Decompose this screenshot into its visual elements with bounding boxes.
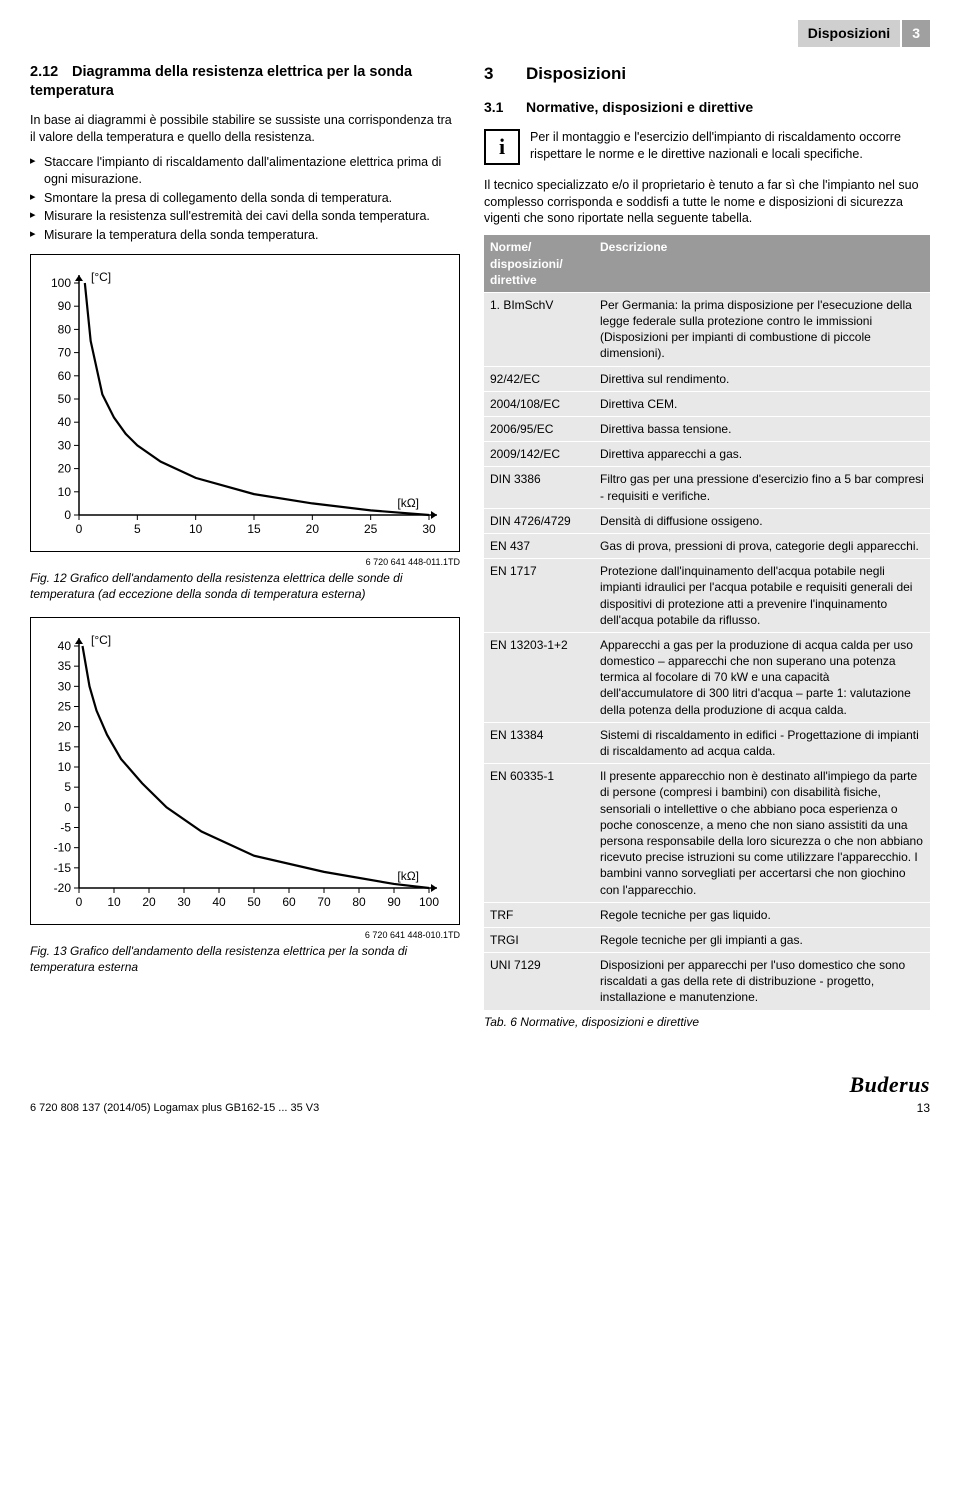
bullet-list: Staccare l'impianto di riscaldamento dal… [30,154,460,244]
footer-logo: Buderus [849,1070,930,1100]
footer-left: 6 720 808 137 (2014/05) Logamax plus GB1… [30,1101,319,1116]
svg-text:[°C]: [°C] [91,270,111,284]
footer-page: 13 [849,1100,930,1116]
info-box: i Per il montaggio e l'esercizio dell'im… [484,129,930,165]
chart-1: 0 5 10 15 20 25 30 0 10 20 30 40 50 60 70 80 90 100 [°C] [k… [30,254,460,552]
section-heading: 2.12Diagramma della resistenza elettrica… [30,63,460,102]
svg-text:-15: -15 [54,860,72,874]
bullet-item: Misurare la temperatura della sonda temp… [30,227,460,244]
svg-text:0: 0 [76,895,83,909]
svg-text:30: 30 [177,895,191,909]
table-caption: Tab. 6 Normative, disposizioni e diretti… [484,1014,930,1030]
intro-para: In base ai diagrammi è possibile stabili… [30,112,460,146]
svg-text:0: 0 [76,522,83,536]
table-row: EN 1717Protezione dall'inquinamento dell… [484,559,930,633]
svg-text:30: 30 [58,439,72,453]
svg-text:5: 5 [134,522,141,536]
info-text: Per il montaggio e l'esercizio dell'impi… [530,129,930,163]
svg-text:10: 10 [58,760,72,774]
section-title: Diagramma della resistenza elettrica per… [30,64,412,100]
table-row: TRGIRegole tecniche per gli impianti a g… [484,927,930,952]
svg-text:40: 40 [58,639,72,653]
page-footer: 6 720 808 137 (2014/05) Logamax plus GB1… [30,1070,930,1116]
table-row: 92/42/ECDirettiva sul rendimento. [484,366,930,391]
svg-text:[kΩ]: [kΩ] [397,869,419,883]
section-num: 2.12 [30,63,72,83]
svg-text:[kΩ]: [kΩ] [397,496,419,510]
svg-text:90: 90 [58,299,72,313]
bullet-item: Smontare la presa di collegamento della … [30,190,460,207]
svg-text:70: 70 [58,346,72,360]
svg-text:15: 15 [58,739,72,753]
table-row: 1. BImSchVPer Germania: la prima disposi… [484,292,930,366]
left-column: 2.12Diagramma della resistenza elettrica… [30,63,460,1030]
svg-text:10: 10 [107,895,121,909]
svg-text:20: 20 [142,895,156,909]
svg-text:35: 35 [58,659,72,673]
table-row: TRFRegole tecniche per gas liquido. [484,902,930,927]
svg-text:-10: -10 [54,840,72,854]
bullet-item: Staccare l'impianto di riscaldamento dal… [30,154,460,188]
svg-text:70: 70 [317,895,331,909]
table-row: DIN 4726/4729Densità di diffusione ossig… [484,508,930,533]
para-2: Il tecnico specializzato e/o il propriet… [484,177,930,228]
svg-text:60: 60 [58,369,72,383]
page-header: Disposizioni 3 [30,20,930,47]
svg-text:100: 100 [51,276,71,290]
table-row: EN 437Gas di prova, pressioni di prova, … [484,533,930,558]
chart-2-ref: 6 720 641 448-010.1TD [30,929,460,941]
main-heading: 3Disposizioni [484,63,930,86]
sub-heading: 3.1Normative, disposizioni e direttive [484,98,930,117]
svg-text:25: 25 [364,522,378,536]
svg-text:80: 80 [352,895,366,909]
svg-text:5: 5 [64,780,71,794]
svg-text:20: 20 [58,462,72,476]
chart-2-svg: 0 10 20 30 40 50 60 70 80 90 100 -20 -15 -10 -5 0 5 10 15 2… [39,626,449,916]
chart-1-caption: Fig. 12 Grafico dell'andamento della res… [30,570,460,602]
chart-2: 0 10 20 30 40 50 60 70 80 90 100 -20 -15 -10 -5 0 5 10 15 2… [30,617,460,925]
svg-text:80: 80 [58,323,72,337]
table-row: 2009/142/ECDirettiva apparecchi a gas. [484,442,930,467]
right-column: 3Disposizioni 3.1Normative, disposizioni… [484,63,930,1030]
svg-text:20: 20 [306,522,320,536]
table-row: UNI 7129Disposizioni per apparecchi per … [484,953,930,1010]
svg-text:50: 50 [247,895,261,909]
th-2: Descrizione [594,235,930,292]
svg-text:40: 40 [212,895,226,909]
table-row: EN 13384Sistemi di riscaldamento in edif… [484,722,930,763]
svg-text:40: 40 [58,415,72,429]
bullet-item: Misurare la resistenza sull'estremità de… [30,208,460,225]
svg-text:25: 25 [58,699,72,713]
svg-text:30: 30 [422,522,436,536]
table-row: EN 60335-1Il presente apparecchio non è … [484,764,930,903]
header-page-badge: 3 [902,20,930,47]
svg-text:0: 0 [64,508,71,522]
svg-text:10: 10 [58,485,72,499]
svg-text:90: 90 [387,895,401,909]
svg-text:[°C]: [°C] [91,633,111,647]
info-icon: i [484,129,520,165]
table-row: DIN 3386Filtro gas per una pressione d'e… [484,467,930,508]
th-1: Norme/disposizioni/direttive [484,235,594,292]
svg-text:10: 10 [189,522,203,536]
table-row: 2004/108/ECDirettiva CEM. [484,391,930,416]
svg-text:-5: -5 [60,820,71,834]
header-title: Disposizioni [798,20,900,47]
svg-text:0: 0 [64,800,71,814]
svg-text:-20: -20 [54,881,72,895]
svg-text:15: 15 [247,522,261,536]
svg-text:50: 50 [58,392,72,406]
svg-text:100: 100 [419,895,439,909]
chart-1-svg: 0 5 10 15 20 25 30 0 10 20 30 40 50 60 70 80 90 100 [°C] [k… [39,263,449,543]
norms-table: Norme/disposizioni/direttive Descrizione… [484,235,930,1009]
chart-1-ref: 6 720 641 448-011.1TD [30,556,460,568]
chart-2-caption: Fig. 13 Grafico dell'andamento della res… [30,943,460,975]
svg-text:60: 60 [282,895,296,909]
svg-text:20: 20 [58,719,72,733]
table-row: 2006/95/ECDirettiva bassa tensione. [484,417,930,442]
table-row: EN 13203-1+2Apparecchi a gas per la prod… [484,632,930,722]
svg-text:30: 30 [58,679,72,693]
